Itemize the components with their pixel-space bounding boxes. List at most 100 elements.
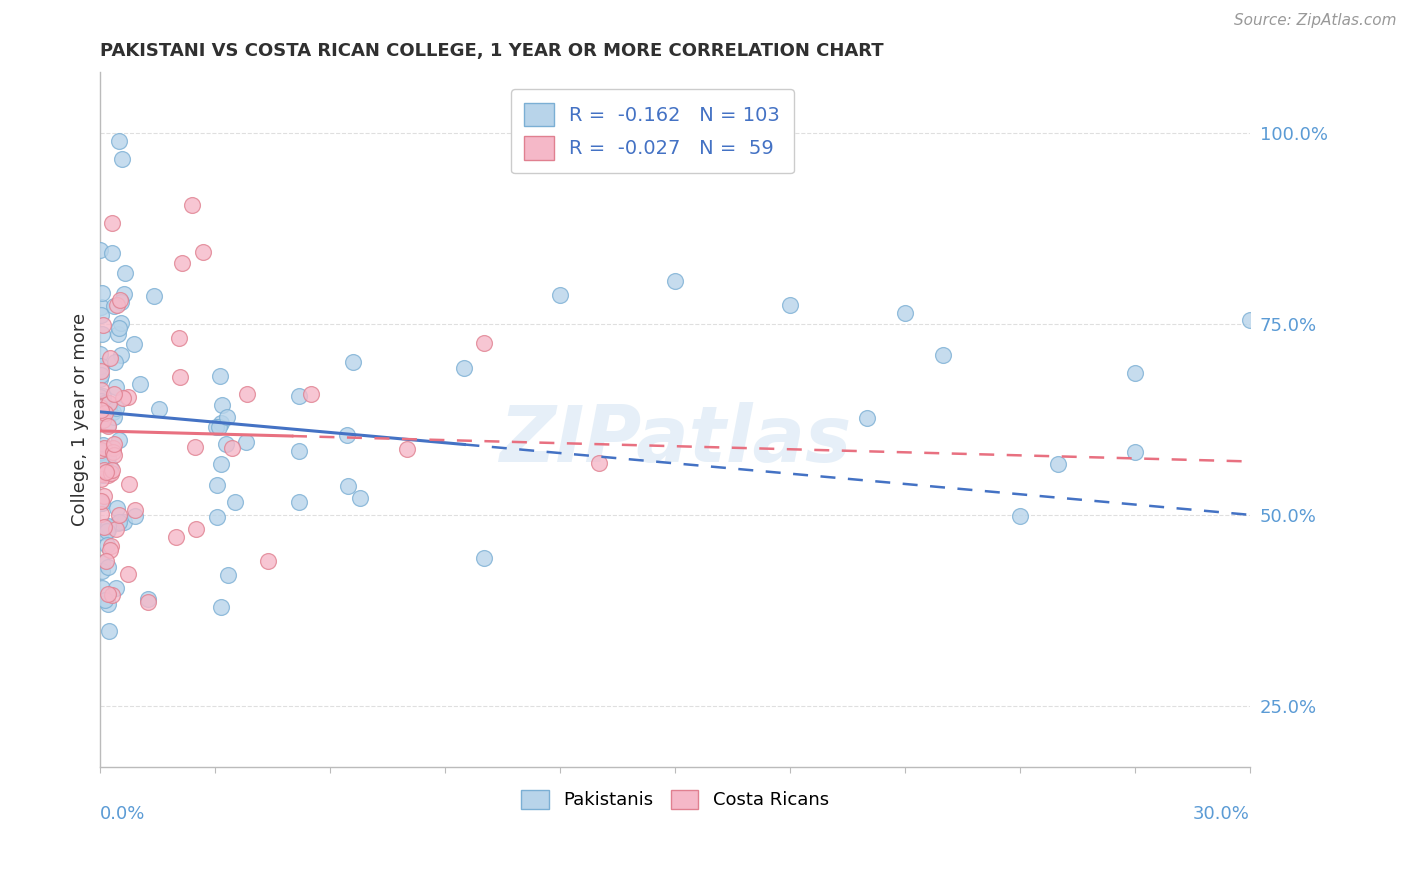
Point	[96, 524, 118, 538]
Point	[208, 368, 231, 383]
Point	[205, 509, 228, 524]
Point	[108, 134, 131, 148]
Text: ZIPatlas: ZIPatlas	[499, 402, 851, 478]
Point	[211, 416, 233, 430]
Point	[103, 448, 125, 462]
Point	[337, 479, 360, 493]
Point	[91, 413, 114, 427]
Point	[101, 216, 124, 230]
Point	[103, 409, 125, 424]
Point	[93, 520, 115, 534]
Text: PAKISTANI VS COSTA RICAN COLLEGE, 1 YEAR OR MORE CORRELATION CHART: PAKISTANI VS COSTA RICAN COLLEGE, 1 YEAR…	[100, 42, 884, 60]
Point	[91, 444, 114, 458]
Point	[97, 519, 120, 533]
Point	[288, 495, 311, 509]
Text: 30.0%: 30.0%	[1194, 805, 1250, 823]
Point	[184, 440, 207, 454]
Point	[114, 266, 136, 280]
Point	[100, 466, 122, 480]
Point	[89, 243, 111, 257]
Point	[112, 515, 135, 529]
Point	[101, 405, 124, 419]
Point	[90, 496, 112, 510]
Point	[215, 409, 238, 424]
Point	[91, 582, 114, 596]
Point	[855, 410, 877, 425]
Point	[90, 401, 112, 415]
Point	[211, 398, 233, 412]
Point	[97, 597, 120, 611]
Point	[124, 502, 146, 516]
Point	[97, 418, 120, 433]
Point	[89, 390, 111, 404]
Text: Source: ZipAtlas.com: Source: ZipAtlas.com	[1233, 13, 1396, 29]
Point	[90, 494, 112, 508]
Point	[105, 298, 128, 312]
Point	[217, 568, 239, 582]
Point	[148, 401, 170, 416]
Point	[118, 477, 141, 491]
Point	[97, 586, 120, 600]
Point	[1123, 366, 1146, 380]
Point	[1047, 457, 1070, 471]
Point	[779, 298, 801, 312]
Point	[90, 393, 112, 408]
Point	[288, 389, 311, 403]
Point	[205, 420, 228, 434]
Point	[103, 387, 125, 401]
Point	[184, 522, 207, 536]
Point	[110, 293, 132, 308]
Point	[90, 327, 112, 342]
Point	[342, 355, 364, 369]
Point	[94, 466, 117, 480]
Point	[215, 437, 238, 451]
Point	[287, 444, 309, 458]
Point	[93, 489, 115, 503]
Point	[101, 445, 124, 459]
Point	[105, 581, 128, 595]
Point	[136, 595, 159, 609]
Point	[107, 326, 129, 341]
Point	[894, 305, 917, 319]
Text: 0.0%: 0.0%	[100, 805, 146, 823]
Point	[93, 396, 115, 410]
Point	[588, 457, 610, 471]
Point	[97, 523, 120, 537]
Point	[90, 368, 112, 382]
Point	[97, 450, 120, 465]
Point	[107, 515, 129, 529]
Point	[90, 507, 112, 521]
Point	[165, 530, 187, 544]
Point	[110, 316, 132, 330]
Point	[94, 519, 117, 533]
Point	[97, 624, 120, 639]
Point	[453, 360, 475, 375]
Point	[1123, 445, 1146, 459]
Point	[208, 420, 231, 434]
Point	[136, 591, 159, 606]
Point	[91, 468, 114, 483]
Legend: R =  -0.162   N = 103, R =  -0.027   N =  59: R = -0.162 N = 103, R = -0.027 N = 59	[510, 89, 793, 173]
Point	[101, 463, 124, 477]
Point	[1239, 312, 1261, 326]
Point	[90, 467, 112, 482]
Point	[110, 295, 132, 310]
Point	[336, 428, 359, 442]
Point	[107, 320, 129, 334]
Point	[349, 491, 371, 506]
Point	[103, 437, 125, 451]
Point	[98, 351, 121, 366]
Point	[89, 402, 111, 417]
Point	[91, 438, 114, 452]
Point	[97, 396, 120, 410]
Point	[97, 559, 120, 574]
Point	[122, 337, 145, 351]
Point	[111, 391, 134, 405]
Point	[90, 359, 112, 373]
Point	[89, 347, 111, 361]
Point	[101, 588, 124, 602]
Point	[91, 318, 114, 332]
Point	[235, 435, 257, 450]
Point	[97, 467, 120, 482]
Point	[90, 364, 112, 378]
